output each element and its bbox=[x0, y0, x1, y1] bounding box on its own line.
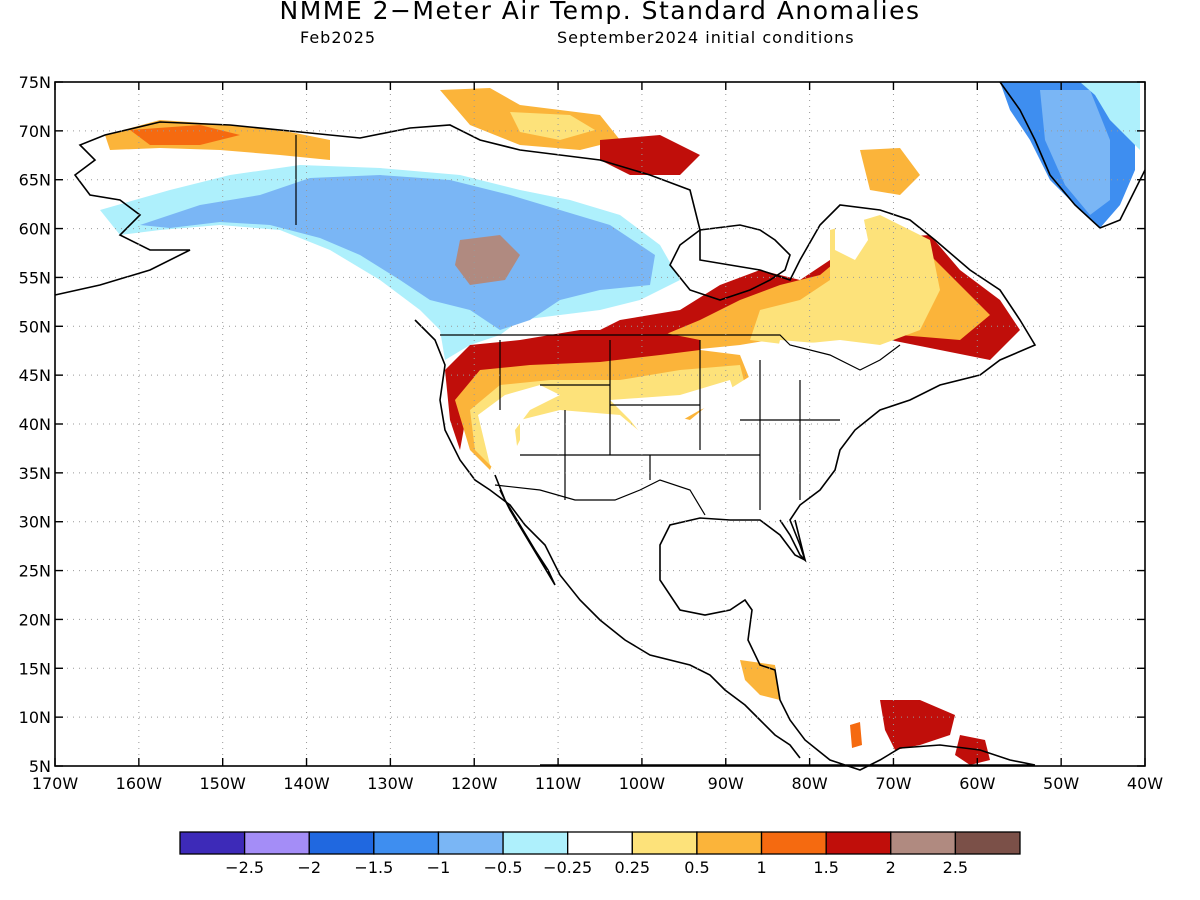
arctic-islands-hot bbox=[510, 112, 595, 140]
lon-label: 40W bbox=[1127, 774, 1163, 793]
axis-ticks bbox=[54, 81, 1146, 767]
colorbar-label: −0.5 bbox=[484, 858, 523, 877]
colorbar-swatch bbox=[437, 831, 504, 855]
lon-label: 140W bbox=[283, 774, 330, 793]
colorbar-label: −2.5 bbox=[225, 858, 264, 877]
longitude-labels: 170W 160W 150W 140W 130W 120W 110W 100W 90W 80W 70… bbox=[32, 774, 1163, 793]
gulf-florida bbox=[779, 519, 807, 563]
lat-label: 15N bbox=[19, 659, 51, 678]
lat-label: 40N bbox=[19, 415, 51, 434]
colorbar-label: 0.25 bbox=[614, 858, 650, 877]
colorbar bbox=[179, 831, 1021, 855]
lat-label: 55N bbox=[19, 268, 51, 287]
map-title: NMME 2−Meter Air Temp. Standard Anomalie… bbox=[279, 0, 921, 25]
colorbar-label: 0.5 bbox=[684, 858, 709, 877]
colorbar-swatch bbox=[825, 831, 892, 855]
arctic-mid-warm bbox=[600, 135, 700, 175]
greenland-core-region bbox=[1040, 90, 1110, 215]
us-mexico-border bbox=[494, 479, 706, 516]
lon-label: 150W bbox=[200, 774, 247, 793]
southwest-hot bbox=[478, 385, 560, 480]
lon-label: 160W bbox=[116, 774, 163, 793]
canada-cold-region bbox=[140, 175, 655, 330]
colorbar-swatch bbox=[954, 831, 1021, 855]
coastlines bbox=[54, 81, 1146, 771]
lat-label: 20N bbox=[19, 610, 51, 629]
lon-label: 70W bbox=[875, 774, 911, 793]
central-america-slight bbox=[740, 660, 780, 700]
forecast-month: Feb2025 bbox=[300, 28, 377, 47]
central-america-hot bbox=[712, 615, 740, 670]
lat-label: 70N bbox=[19, 122, 51, 141]
lat-label: 25N bbox=[19, 562, 51, 581]
quebec-warm bbox=[750, 215, 940, 345]
colorbar-labels: −2.5 −2 −1.5 −1 −0.5 −0.25 0.25 0.5 1 1.5 2 2.5 bbox=[225, 858, 968, 877]
lat-label: 5N bbox=[29, 757, 51, 776]
lon-label: 100W bbox=[619, 774, 666, 793]
baja-coast bbox=[494, 474, 556, 586]
colorbar-label: 2 bbox=[886, 858, 896, 877]
lon-label: 90W bbox=[708, 774, 744, 793]
colorbar-swatch bbox=[502, 831, 569, 855]
colorbar-swatch bbox=[890, 831, 957, 855]
colorbar-swatch bbox=[760, 831, 827, 855]
lat-label: 75N bbox=[19, 73, 51, 92]
colorbar-swatch bbox=[567, 831, 633, 855]
canada-us-border bbox=[440, 334, 901, 371]
lat-label: 30N bbox=[19, 513, 51, 532]
north-america-coast bbox=[54, 121, 1037, 771]
lon-label: 120W bbox=[451, 774, 498, 793]
canada-colder-spot bbox=[455, 235, 520, 285]
lon-label: 50W bbox=[1043, 774, 1079, 793]
lat-label: 10N bbox=[19, 708, 51, 727]
colorbar-label: 1.5 bbox=[813, 858, 838, 877]
lat-lon-grid bbox=[55, 82, 1145, 766]
lat-label: 45N bbox=[19, 366, 51, 385]
lat-label: 35N bbox=[19, 464, 51, 483]
west-coast bbox=[414, 319, 801, 759]
baffin-warm bbox=[860, 148, 920, 195]
plains-hot bbox=[610, 380, 735, 445]
colorbar-label: 1 bbox=[756, 858, 766, 877]
lat-label: 65N bbox=[19, 171, 51, 190]
lon-label: 80W bbox=[792, 774, 828, 793]
colorbar-swatch bbox=[631, 831, 698, 855]
alaska-coast-hot bbox=[130, 125, 240, 145]
us-interior-very-warm-1 bbox=[565, 420, 620, 455]
lon-label: 170W bbox=[32, 774, 79, 793]
colorbar-swatch bbox=[373, 831, 440, 855]
lat-label: 50N bbox=[19, 317, 51, 336]
colorbar-label: −2 bbox=[297, 858, 321, 877]
quebec-hot bbox=[835, 210, 868, 260]
caribbean-pale-cold bbox=[850, 722, 862, 748]
caribbean-slight-warm bbox=[880, 700, 955, 750]
colorbar-label: −1 bbox=[427, 858, 451, 877]
lon-label: 130W bbox=[367, 774, 414, 793]
lat-label: 60N bbox=[19, 220, 51, 239]
colorbar-label: −1.5 bbox=[354, 858, 393, 877]
colorbar-swatch bbox=[308, 831, 375, 855]
us-interior-very-warm-2 bbox=[715, 395, 820, 465]
colorbar-label: 2.5 bbox=[943, 858, 968, 877]
latitude-labels: 75N 70N 65N 60N 55N 50N 45N 40N 35N 30N 25N 20N 15N 1… bbox=[19, 73, 51, 776]
colorbar-swatch bbox=[696, 831, 763, 855]
colorbar-swatch bbox=[179, 831, 246, 855]
colorbar-swatch bbox=[243, 831, 310, 855]
caribbean-slight-warm-2 bbox=[955, 735, 990, 765]
greenland-coast bbox=[999, 81, 1146, 229]
initial-conditions: September2024 initial conditions bbox=[557, 28, 855, 47]
us-interior-very-warm-3 bbox=[620, 612, 690, 650]
lon-label: 60W bbox=[959, 774, 995, 793]
greenland-edge-region bbox=[1080, 82, 1140, 150]
lon-label: 110W bbox=[535, 774, 582, 793]
colorbar-label: −0.25 bbox=[543, 858, 592, 877]
hudson-bay bbox=[669, 224, 791, 301]
